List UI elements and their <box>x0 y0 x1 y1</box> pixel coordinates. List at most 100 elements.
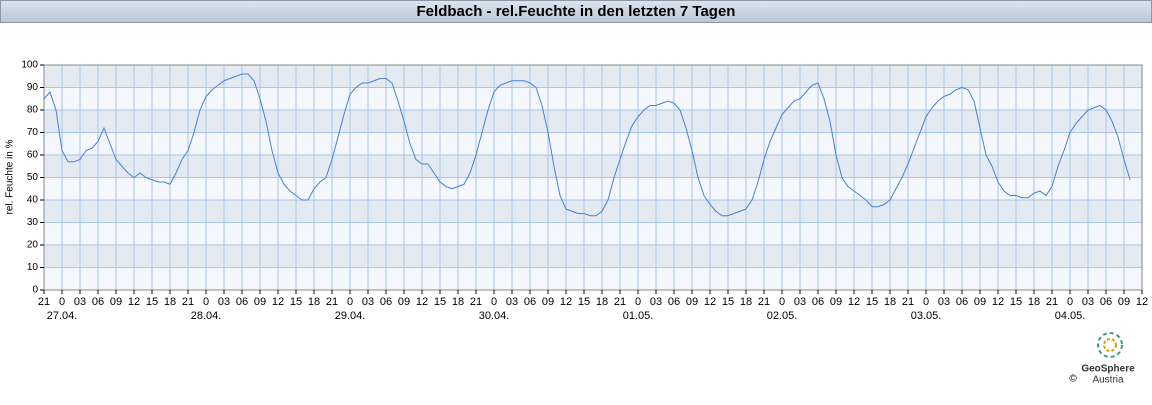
y-tick-label: 70 <box>27 127 39 138</box>
x-tick-label: 0 <box>491 296 497 308</box>
x-tick-label: 21 <box>614 296 626 308</box>
date-label: 02.05. <box>767 310 798 322</box>
y-tick-label: 80 <box>27 105 39 116</box>
band <box>44 177 1142 200</box>
y-tick-label: 20 <box>27 240 39 251</box>
x-tick-label: 06 <box>668 296 680 308</box>
x-tick-label: 15 <box>1010 296 1022 308</box>
x-tick-label: 12 <box>128 296 140 308</box>
y-tick-label: 60 <box>27 150 39 161</box>
y-tick-label: 0 <box>32 285 38 296</box>
x-tick-label: 06 <box>812 296 824 308</box>
data-line <box>43 73 1131 217</box>
y-tick-label: 90 <box>27 82 39 93</box>
date-label: 04.05. <box>1055 310 1086 322</box>
y-tick-label: 100 <box>21 60 38 71</box>
x-tick-label: 18 <box>308 296 320 308</box>
y-tick-label: 50 <box>27 172 39 183</box>
x-tick-label: 0 <box>203 296 209 308</box>
x-tick-label: 09 <box>686 296 698 308</box>
x-tick-label: 18 <box>452 296 464 308</box>
x-tick-label: 21 <box>326 296 338 308</box>
x-tick-label: 12 <box>1136 296 1148 308</box>
x-tick-label: 18 <box>884 296 896 308</box>
y-tick-label: 10 <box>27 262 39 273</box>
x-tick-label: 18 <box>740 296 752 308</box>
band <box>44 110 1142 133</box>
x-tick-label: 21 <box>470 296 482 308</box>
x-tick-label: 0 <box>59 296 65 308</box>
date-label: 29.04. <box>335 310 366 322</box>
date-label: 01.05. <box>623 310 654 322</box>
x-tick-label: 09 <box>254 296 266 308</box>
logo-icon <box>1097 332 1123 358</box>
date-label: 27.04. <box>47 310 78 322</box>
copyright: © <box>1069 374 1077 385</box>
x-tick-label: 21 <box>182 296 194 308</box>
x-tick-label: 06 <box>956 296 968 308</box>
x-tick-label: 0 <box>779 296 785 308</box>
x-tick-label: 15 <box>434 296 446 308</box>
x-tick-label: 03 <box>218 296 230 308</box>
x-tick-label: 0 <box>347 296 353 308</box>
band <box>44 132 1142 155</box>
x-tick-label: 18 <box>1028 296 1040 308</box>
x-tick-label: 0 <box>1067 296 1073 308</box>
x-tick-label: 03 <box>938 296 950 308</box>
chart-title: Feldbach - rel.Feuchte in den letzten 7 … <box>417 3 736 20</box>
x-tick-label: 0 <box>635 296 641 308</box>
band <box>44 267 1142 290</box>
x-tick-label: 06 <box>380 296 392 308</box>
date-label: 03.05. <box>911 310 942 322</box>
x-tick-label: 12 <box>272 296 284 308</box>
x-tick-label: 15 <box>722 296 734 308</box>
x-tick-label: 15 <box>578 296 590 308</box>
band <box>44 155 1142 178</box>
y-axis-label: rel. Feuchte in % <box>5 139 16 214</box>
logo: GeoSphere Austria © <box>1069 332 1135 386</box>
x-tick-label: 09 <box>398 296 410 308</box>
x-tick-label: 09 <box>974 296 986 308</box>
band <box>44 87 1142 110</box>
x-tick-label: 21 <box>38 296 50 308</box>
x-tick-label: 03 <box>74 296 86 308</box>
x-tick-label: 09 <box>1118 296 1130 308</box>
x-tick-label: 09 <box>542 296 554 308</box>
x-tick-label: 03 <box>506 296 518 308</box>
x-tick-label: 18 <box>164 296 176 308</box>
y-tick-label: 40 <box>27 195 39 206</box>
logo-text: GeoSphere <box>1081 364 1135 375</box>
x-tick-label: 18 <box>596 296 608 308</box>
x-tick-label: 12 <box>992 296 1004 308</box>
x-tick-label: 09 <box>830 296 842 308</box>
band <box>44 222 1142 245</box>
x-tick-label: 0 <box>923 296 929 308</box>
logo-text: Austria <box>1092 375 1124 386</box>
x-tick-label: 12 <box>560 296 572 308</box>
x-tick-label: 06 <box>92 296 104 308</box>
x-tick-label: 06 <box>524 296 536 308</box>
y-tick-label: 30 <box>27 217 39 228</box>
x-tick-label: 15 <box>290 296 302 308</box>
x-tick-label: 03 <box>1082 296 1094 308</box>
x-tick-label: 21 <box>758 296 770 308</box>
band <box>44 65 1142 88</box>
x-tick-label: 21 <box>1046 296 1058 308</box>
x-tick-label: 06 <box>1100 296 1112 308</box>
band <box>44 200 1142 223</box>
x-tick-label: 09 <box>110 296 122 308</box>
x-tick-label: 21 <box>902 296 914 308</box>
x-tick-label: 03 <box>794 296 806 308</box>
x-tick-label: 15 <box>866 296 878 308</box>
x-tick-label: 12 <box>848 296 860 308</box>
x-tick-label: 06 <box>236 296 248 308</box>
band <box>44 245 1142 268</box>
x-tick-label: 15 <box>146 296 158 308</box>
logo-icon <box>1103 338 1117 352</box>
x-tick-label: 03 <box>362 296 374 308</box>
x-tick-label: 03 <box>650 296 662 308</box>
x-tick-label: 12 <box>704 296 716 308</box>
date-label: 30.04. <box>479 310 510 322</box>
